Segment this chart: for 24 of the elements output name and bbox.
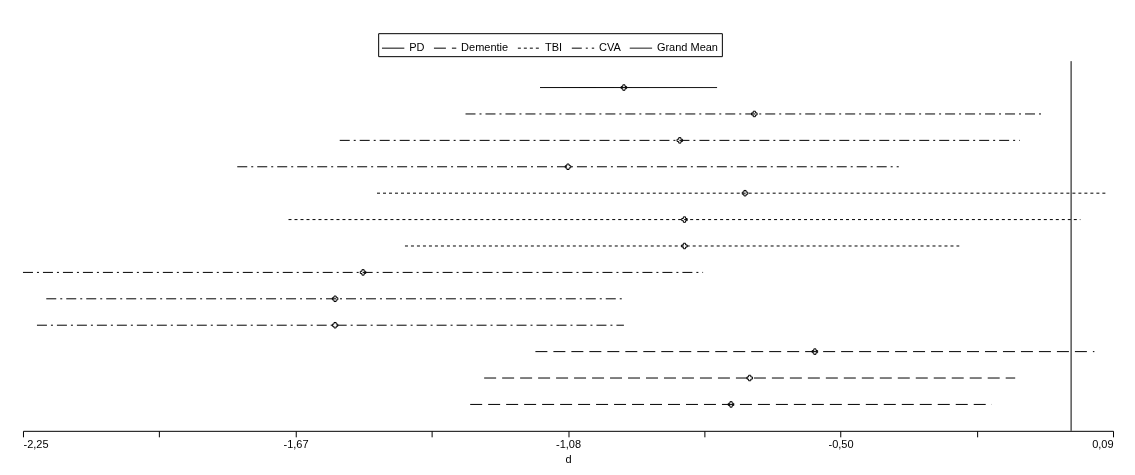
point bbox=[331, 321, 339, 329]
point bbox=[359, 269, 367, 276]
point bbox=[727, 401, 735, 408]
x-axis-title: d bbox=[565, 453, 572, 466]
x-tick-label: -1,67 bbox=[283, 438, 309, 451]
point bbox=[741, 189, 749, 197]
point bbox=[811, 348, 819, 355]
point bbox=[676, 137, 684, 144]
legend-label: CVA bbox=[598, 41, 622, 54]
point bbox=[751, 110, 758, 118]
point bbox=[681, 216, 688, 223]
legend-label: Grand Mean bbox=[656, 41, 718, 54]
point bbox=[681, 242, 688, 250]
point bbox=[564, 163, 572, 171]
x-tick-label: -1,08 bbox=[555, 438, 582, 451]
x-tick-label: 0,09 bbox=[1092, 438, 1114, 451]
point bbox=[620, 84, 628, 91]
x-tick-label: -0,50 bbox=[828, 438, 854, 451]
point bbox=[331, 295, 339, 303]
legend-label: TBI bbox=[545, 41, 563, 54]
legend-label: PD bbox=[409, 41, 425, 54]
point bbox=[746, 374, 753, 382]
x-tick-label: -2,25 bbox=[23, 438, 49, 451]
legend-label: Dementie bbox=[461, 41, 509, 54]
